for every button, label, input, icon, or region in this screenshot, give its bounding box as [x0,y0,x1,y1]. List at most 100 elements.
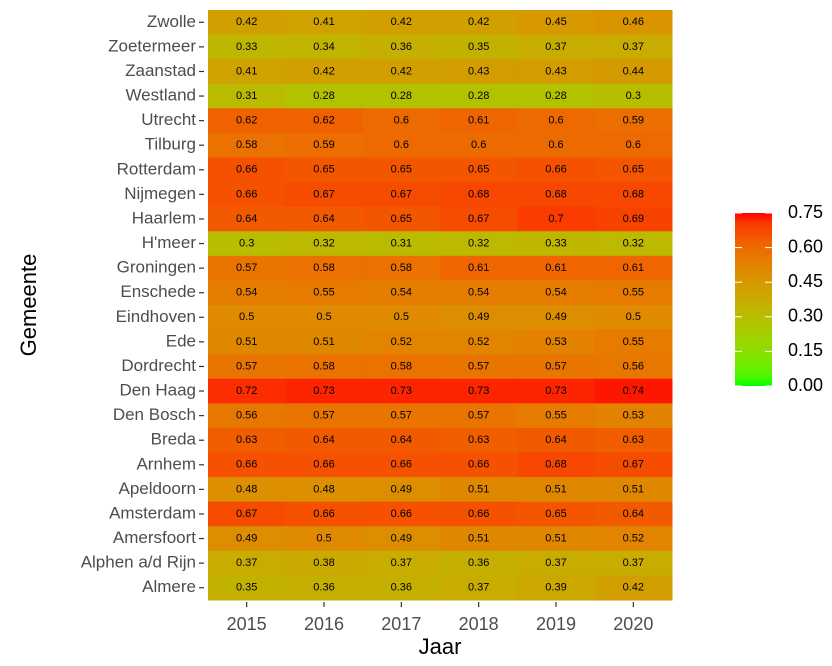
cell-label: 0.66 [545,164,566,176]
heat-cell [362,427,441,453]
cell-label: 0.51 [545,483,566,495]
cell-label: 0.6 [548,139,563,151]
x-axis-title: Jaar [419,634,462,659]
heat-cell [208,10,286,36]
y-tick-label: Utrecht [141,110,196,129]
cell-label: 0.69 [623,213,644,225]
heat-cell [208,182,286,208]
y-tick-label: Almere [142,577,196,596]
cell-label: 0.63 [236,434,257,446]
cell-label: 0.66 [468,459,489,471]
heat-cell [285,59,364,85]
cell-label: 0.68 [468,188,489,200]
heat-cell [362,132,441,158]
heat-cell [362,280,441,306]
cell-label: 0.49 [545,311,566,323]
heat-cell [362,403,441,429]
cell-label: 0.73 [545,385,566,397]
cell-label: 0.64 [545,434,566,446]
heat-cell [440,452,518,478]
heat-cell [517,378,596,404]
cell-label: 0.51 [468,532,489,544]
heat-cell [285,157,364,183]
cell-label: 0.41 [313,16,334,28]
heat-cell [285,354,364,380]
cell-label: 0.6 [471,139,486,151]
heat-cell [440,329,518,355]
cell-label: 0.38 [313,557,334,569]
heat-cell [440,354,518,380]
heat-cell [208,34,286,60]
cell-label: 0.35 [236,582,257,594]
heat-cell [517,575,596,601]
cell-label: 0.66 [236,459,257,471]
heat-cell [285,132,364,158]
heat-cell [362,157,441,183]
heat-cell [517,10,596,36]
y-tick-label: Breda [151,430,197,449]
heat-cell [440,206,518,232]
cell-label: 0.66 [313,459,334,471]
heat-cell [517,329,596,355]
heat-cell [594,59,673,85]
cell-label: 0.68 [623,188,644,200]
heat-cell [285,550,364,576]
y-tick-label: Rotterdam [117,159,196,178]
y-tick-label: Den Bosch [113,405,196,424]
heat-cell [208,575,286,601]
cell-label: 0.31 [236,90,257,102]
heat-cell [517,83,596,109]
heat-cell [440,132,518,158]
heat-cell [362,378,441,404]
cell-label: 0.42 [391,16,412,28]
heat-cell [362,10,441,36]
cell-label: 0.7 [548,213,563,225]
cell-label: 0.57 [236,262,257,274]
heat-cell [362,231,441,257]
cell-label: 0.64 [236,213,257,225]
heat-cell [362,206,441,232]
heat-cell [208,378,286,404]
cell-label: 0.66 [236,188,257,200]
heat-cell [285,477,364,503]
y-tick-label: Nijmegen [124,184,196,203]
heat-cell [594,10,673,36]
cell-label: 0.65 [623,164,644,176]
cell-label: 0.56 [623,360,644,372]
colorbar-label: 0.15 [788,340,823,360]
heat-cell [208,255,286,281]
heat-cell [594,280,673,306]
cell-label: 0.59 [623,115,644,127]
heat-cell [440,59,518,85]
heat-cell [440,477,518,503]
cell-label: 0.37 [236,557,257,569]
heat-cell [440,83,518,109]
y-tick-label: Alphen a/d Rijn [81,553,196,572]
heat-cell [362,83,441,109]
heat-cell [362,452,441,478]
heat-cell [285,452,364,478]
cell-label: 0.58 [236,139,257,151]
cell-label: 0.5 [316,532,331,544]
colorbar-label: 0.00 [788,375,823,395]
cell-label: 0.34 [313,41,334,53]
heat-cell [594,477,673,503]
cell-label: 0.42 [313,65,334,77]
cell-label: 0.58 [391,262,412,274]
heat-cell [440,34,518,60]
heat-cell [517,452,596,478]
heat-cell [440,280,518,306]
heat-cell [594,526,673,552]
heat-cell [208,231,286,257]
heat-cell [362,550,441,576]
y-tick-label: Den Haag [119,381,196,400]
cell-label: 0.44 [623,65,644,77]
heat-cell [208,157,286,183]
heat-cell [362,182,441,208]
heat-cell [208,206,286,232]
cell-label: 0.43 [545,65,566,77]
heat-cell [440,427,518,453]
cell-label: 0.48 [313,483,334,495]
cell-label: 0.57 [391,410,412,422]
cell-label: 0.51 [623,483,644,495]
